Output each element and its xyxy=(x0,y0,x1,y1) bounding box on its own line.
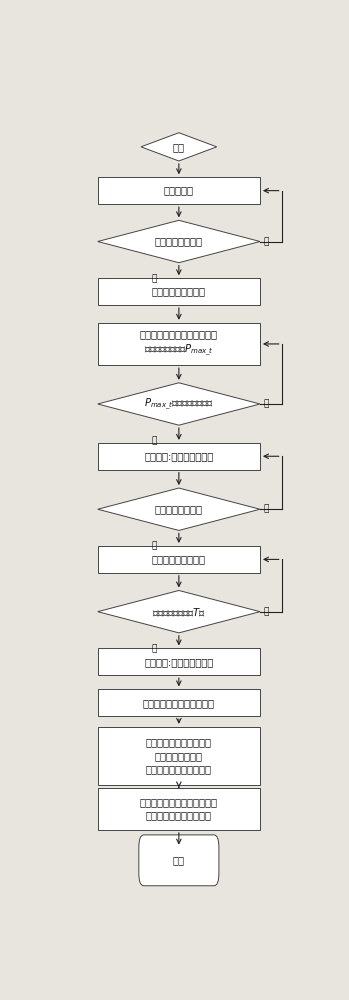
Text: 是: 是 xyxy=(152,274,157,283)
FancyBboxPatch shape xyxy=(98,443,260,470)
Text: 计时到达采集时间$T$？: 计时到达采集时间$T$？ xyxy=(152,606,206,618)
Text: 是: 是 xyxy=(152,542,157,551)
Text: $P_{max\_t}$是否达到规定值？: $P_{max\_t}$是否达到规定值？ xyxy=(144,396,214,412)
Text: 否: 否 xyxy=(263,607,269,616)
FancyBboxPatch shape xyxy=(98,727,260,785)
Text: 发送采集、存储指令: 发送采集、存储指令 xyxy=(152,554,206,564)
FancyBboxPatch shape xyxy=(98,546,260,573)
Text: 计算光斑质心位置坐标序列: 计算光斑质心位置坐标序列 xyxy=(143,698,215,708)
Text: 显示、存储稳定精度值序列、
稳定精度值序列标准偏差: 显示、存储稳定精度值序列、 稳定精度值序列标准偏差 xyxy=(140,797,218,820)
Text: 有测试按钮指令？: 有测试按钮指令？ xyxy=(155,504,203,514)
FancyBboxPatch shape xyxy=(98,323,260,365)
Text: 否: 否 xyxy=(263,399,269,408)
FancyBboxPatch shape xyxy=(98,648,260,675)
Text: 结束: 结束 xyxy=(173,855,185,865)
Text: 初始化设置: 初始化设置 xyxy=(164,186,194,196)
Text: 发送采集、传输指令: 发送采集、传输指令 xyxy=(152,287,206,297)
Text: 计算线性漂移数据序列、
稳定精度值序列、
稳定精度值序列标准偏差: 计算线性漂移数据序列、 稳定精度值序列、 稳定精度值序列标准偏差 xyxy=(146,738,212,774)
Text: 否: 否 xyxy=(263,237,269,246)
Text: 是: 是 xyxy=(152,644,157,653)
Polygon shape xyxy=(141,133,217,161)
Text: 发送停止:采集、传输指令: 发送停止:采集、传输指令 xyxy=(144,451,214,461)
FancyBboxPatch shape xyxy=(139,835,219,886)
Text: 上电: 上电 xyxy=(173,142,185,152)
FancyBboxPatch shape xyxy=(98,689,260,716)
Text: 发送停止:采集、存储指令: 发送停止:采集、存储指令 xyxy=(144,657,214,667)
Polygon shape xyxy=(98,383,260,425)
Polygon shape xyxy=(98,220,260,263)
Polygon shape xyxy=(98,488,260,530)
FancyBboxPatch shape xyxy=(98,278,260,305)
Text: 是: 是 xyxy=(152,436,157,445)
Text: 否: 否 xyxy=(263,505,269,514)
FancyBboxPatch shape xyxy=(98,788,260,830)
Polygon shape xyxy=(98,590,260,633)
Text: 有调光按钮指令？: 有调光按钮指令？ xyxy=(155,237,203,247)
FancyBboxPatch shape xyxy=(98,177,260,204)
Text: 接收光斑图像数据，计算、显
示图像的百分比值$P_{max\_t}$: 接收光斑图像数据，计算、显 示图像的百分比值$P_{max\_t}$ xyxy=(140,329,218,358)
